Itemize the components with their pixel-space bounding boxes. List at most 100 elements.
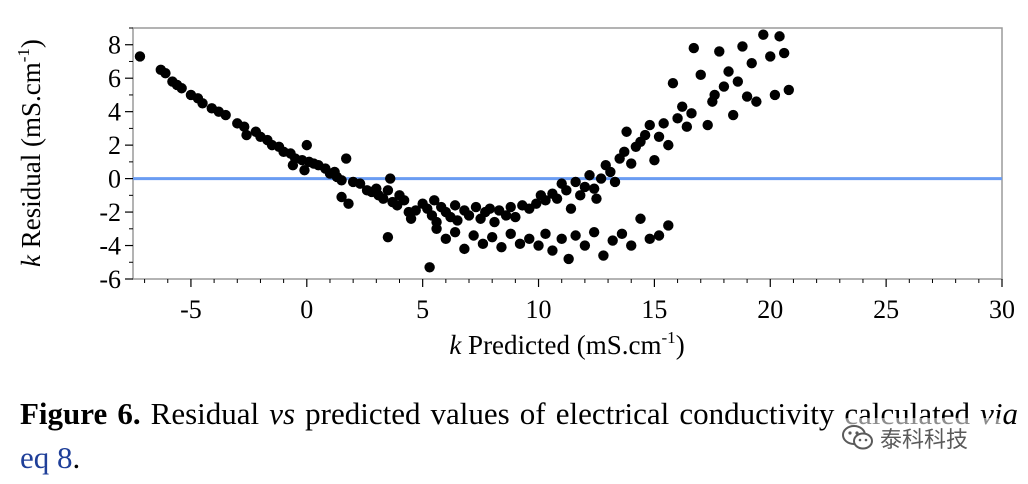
- data-point: [681, 121, 693, 132]
- data-point: [653, 230, 665, 241]
- caption-text-4: .: [72, 440, 81, 475]
- data-point: [718, 81, 730, 92]
- data-point: [609, 176, 621, 188]
- x-tick-label: 10: [526, 295, 552, 324]
- data-point: [459, 243, 470, 255]
- data-point: [584, 170, 595, 181]
- data-point: [336, 175, 347, 186]
- data-point: [741, 91, 753, 102]
- data-point: [556, 233, 567, 245]
- data-point: [160, 67, 171, 79]
- data-point: [484, 203, 496, 214]
- data-point: [778, 47, 790, 59]
- data-point: [677, 101, 688, 112]
- data-point: [667, 78, 679, 89]
- data-point: [134, 51, 146, 62]
- data-point: [774, 31, 785, 42]
- data-point: [405, 213, 417, 224]
- data-point: [449, 226, 461, 238]
- data-point: [653, 131, 665, 142]
- data-point: [658, 118, 669, 129]
- x-tick-label: 0: [300, 295, 313, 324]
- wechat-icon: [842, 425, 873, 450]
- data-point: [579, 181, 591, 193]
- data-point: [737, 41, 748, 52]
- data-point: [561, 185, 572, 196]
- data-point: [505, 228, 516, 240]
- data-point: [765, 51, 776, 62]
- data-point: [714, 46, 725, 57]
- data-point: [378, 193, 389, 204]
- data-point: [540, 195, 551, 206]
- x-tick-label: 20: [757, 295, 783, 324]
- data-point: [424, 262, 435, 273]
- data-point: [598, 250, 609, 261]
- x-tick-label: 5: [416, 295, 429, 324]
- data-point: [695, 69, 706, 81]
- data-point: [727, 109, 739, 121]
- data-point: [769, 89, 781, 101]
- data-point: [505, 201, 516, 213]
- caption-label: Figure 6.: [20, 396, 141, 431]
- data-point: [429, 195, 440, 206]
- data-point: [702, 119, 713, 131]
- data-point: [570, 176, 581, 188]
- data-point: [533, 240, 544, 251]
- data-point: [588, 226, 600, 238]
- data-point: [649, 154, 660, 166]
- data-point: [551, 193, 563, 204]
- data-point: [463, 210, 475, 221]
- equation-link[interactable]: eq 8: [20, 440, 73, 475]
- data-point: [176, 83, 187, 94]
- y-tick-label: -4: [99, 232, 121, 261]
- data-point: [570, 230, 581, 241]
- x-tick-label: 30: [989, 295, 1015, 324]
- x-tick-label: 25: [873, 295, 899, 324]
- data-point: [398, 195, 410, 206]
- data-point: [524, 233, 535, 245]
- data-point: [239, 121, 250, 132]
- data-point: [477, 238, 489, 250]
- data-point: [751, 96, 762, 107]
- data-point: [500, 210, 512, 221]
- x-axis-label: k Predicted (mS.cm-1): [449, 328, 684, 360]
- data-point: [588, 183, 600, 194]
- data-point: [287, 160, 299, 171]
- data-point: [385, 173, 396, 184]
- data-point: [686, 108, 697, 119]
- data-point: [382, 185, 394, 196]
- data-point: [644, 119, 655, 131]
- data-point: [605, 166, 616, 178]
- data-point: [301, 139, 312, 151]
- data-point: [510, 211, 521, 223]
- data-point: [354, 178, 366, 189]
- data-point: [299, 165, 310, 176]
- data-point: [732, 76, 744, 87]
- data-point: [382, 231, 394, 243]
- data-point: [336, 191, 347, 203]
- y-tick-label: -6: [99, 265, 121, 294]
- data-point: [663, 139, 674, 151]
- y-axis-ticks: -6 -4 -2 0 2 4 6 8: [99, 27, 133, 294]
- data-point: [746, 57, 757, 69]
- x-tick-label: -5: [180, 295, 202, 324]
- data-point: [410, 205, 421, 216]
- data-point: [639, 129, 651, 141]
- data-point: [547, 245, 558, 256]
- data-points: [134, 29, 795, 273]
- x-tick-label: 15: [641, 295, 667, 324]
- x-axis-ticks: -5 0 5 10 15 20 25 30: [144, 279, 1015, 324]
- data-point: [595, 173, 607, 184]
- data-point: [343, 198, 354, 209]
- data-point: [565, 203, 577, 214]
- data-point: [591, 193, 602, 204]
- data-point: [241, 129, 252, 141]
- data-point: [449, 200, 461, 211]
- data-point: [663, 220, 674, 231]
- data-point: [635, 213, 646, 224]
- y-tick-label: 4: [108, 98, 121, 127]
- data-point: [626, 240, 637, 251]
- data-point: [621, 126, 632, 137]
- y-tick-label: 0: [108, 165, 121, 194]
- watermark-text: 泰科科技: [880, 428, 969, 453]
